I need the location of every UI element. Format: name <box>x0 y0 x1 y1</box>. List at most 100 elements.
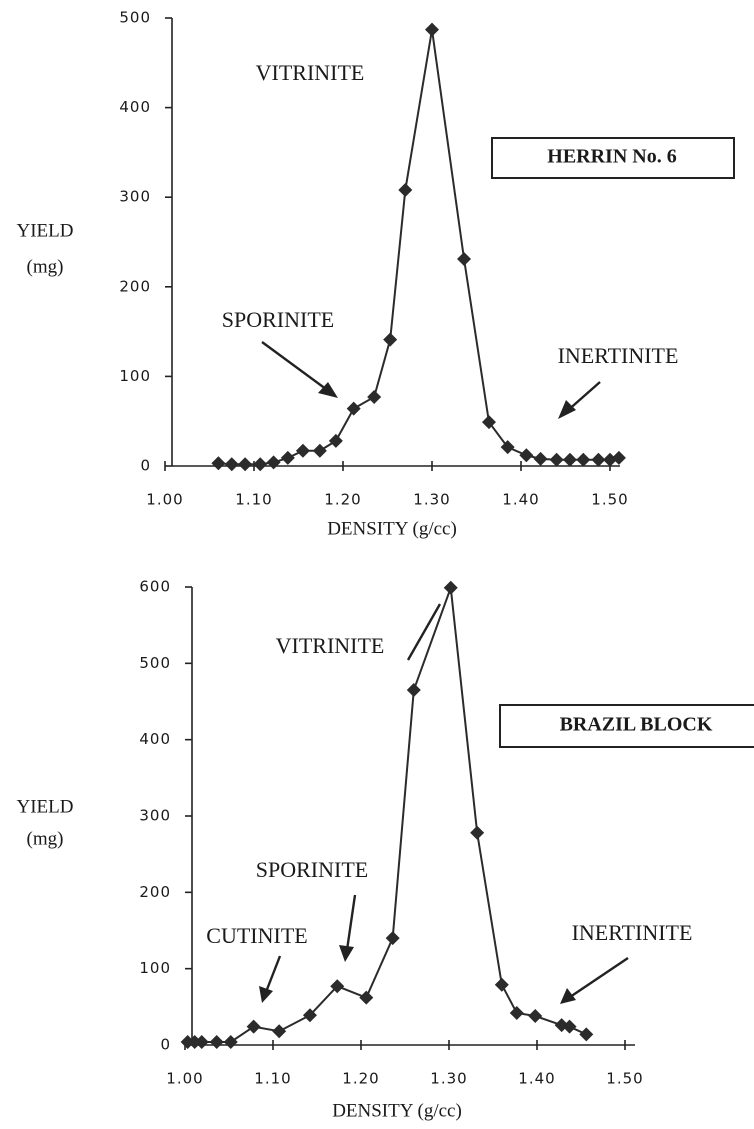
x-tick-label: 1.00 <box>146 491 183 509</box>
data-point <box>576 452 591 467</box>
y-tick-label: 100 <box>119 367 151 385</box>
x-tick-label: 1.20 <box>342 1070 379 1088</box>
arrow-head <box>339 945 354 962</box>
box-label: BRAZIL BLOCK <box>560 714 713 736</box>
data-point <box>330 979 345 994</box>
y-tick-label: 500 <box>119 9 151 27</box>
data-point <box>533 451 548 466</box>
x-tick-label: 1.50 <box>606 1070 643 1088</box>
y-tick-label: 200 <box>119 277 151 295</box>
x-axis-label: DENSITY (g/cc) <box>332 1100 462 1121</box>
data-point <box>180 1034 195 1049</box>
arrow-head <box>560 988 576 1004</box>
pointer-line <box>406 603 442 661</box>
arrow-head <box>558 400 576 419</box>
x-tick-label: 1.30 <box>413 491 450 509</box>
y-axis-label: YIELD <box>17 796 74 817</box>
data-point <box>280 450 295 465</box>
arrow <box>569 957 629 998</box>
data-point <box>509 1005 524 1020</box>
annotation: INERTINITE <box>572 920 693 945</box>
data-point <box>312 443 327 458</box>
y-tick-label: 100 <box>139 959 171 977</box>
y-tick-label: 400 <box>139 730 171 748</box>
data-point <box>457 252 472 267</box>
data-point <box>528 1008 543 1023</box>
data-point <box>328 433 343 448</box>
arrow <box>345 894 357 951</box>
data-point <box>246 1019 261 1034</box>
data-point <box>367 390 382 405</box>
data-point <box>494 977 509 992</box>
x-tick-label: 1.50 <box>591 491 628 509</box>
x-tick-label: 1.10 <box>254 1070 291 1088</box>
data-point <box>209 1034 224 1049</box>
arrow <box>261 341 331 393</box>
y-axis-label: (mg) <box>27 256 64 277</box>
data-point <box>591 452 606 467</box>
data-point <box>253 457 268 472</box>
data-point <box>266 455 281 470</box>
data-point <box>346 401 361 416</box>
data-point <box>385 931 400 946</box>
annotation: VITRINITE <box>256 60 365 85</box>
data-point <box>579 1027 594 1042</box>
data-point <box>562 452 577 467</box>
x-tick-label: 1.40 <box>518 1070 555 1088</box>
data-point <box>443 580 458 595</box>
data-point <box>425 22 439 37</box>
data-point <box>223 1034 238 1049</box>
data-point <box>194 1034 209 1049</box>
arrow <box>264 955 282 993</box>
data-point <box>470 825 485 840</box>
box-label: HERRIN No. 6 <box>547 146 676 168</box>
data-point <box>224 457 239 472</box>
y-tick-label: 500 <box>139 654 171 672</box>
data-point <box>481 415 496 430</box>
x-tick-label: 1.20 <box>324 491 361 509</box>
x-tick-label: 1.30 <box>430 1070 467 1088</box>
data-point <box>238 457 253 472</box>
y-tick-label: 400 <box>119 98 151 116</box>
y-tick-label: 0 <box>140 457 151 475</box>
data-point <box>272 1024 287 1039</box>
data-point <box>398 183 413 198</box>
data-point <box>611 450 626 465</box>
y-tick-label: 300 <box>139 807 171 825</box>
data-point <box>500 440 515 455</box>
y-tick-label: 600 <box>139 578 171 596</box>
data-point <box>359 990 374 1005</box>
data-point <box>549 452 564 467</box>
arrow-head <box>318 382 338 398</box>
arrow-head <box>259 986 273 1003</box>
label-box <box>499 704 754 748</box>
series-line <box>187 587 587 1043</box>
data-point <box>406 683 421 698</box>
y-tick-label: 300 <box>119 188 151 206</box>
x-tick-label: 1.00 <box>166 1070 203 1088</box>
annotation: VITRINITE <box>276 633 385 658</box>
data-point <box>603 452 617 467</box>
annotation: INERTINITE <box>558 343 679 368</box>
annotation: SPORINITE <box>256 857 368 882</box>
data-point <box>295 443 310 458</box>
y-axis-label: (mg) <box>27 828 64 849</box>
data-point <box>211 456 226 471</box>
data-point <box>302 1008 317 1023</box>
annotation: CUTINITE <box>206 923 307 948</box>
y-tick-label: 200 <box>139 883 171 901</box>
x-tick-label: 1.40 <box>502 491 539 509</box>
data-point <box>562 1019 577 1034</box>
y-tick-label: 0 <box>160 1036 171 1054</box>
x-tick-label: 1.10 <box>235 491 272 509</box>
label-box <box>491 137 735 179</box>
annotation: SPORINITE <box>222 307 334 332</box>
x-axis-label: DENSITY (g/cc) <box>327 518 457 539</box>
series-line <box>218 29 620 466</box>
data-point <box>383 332 398 347</box>
data-point <box>187 1034 202 1049</box>
data-point <box>519 448 534 463</box>
y-axis-label: YIELD <box>17 220 74 241</box>
arrows <box>259 341 629 1004</box>
